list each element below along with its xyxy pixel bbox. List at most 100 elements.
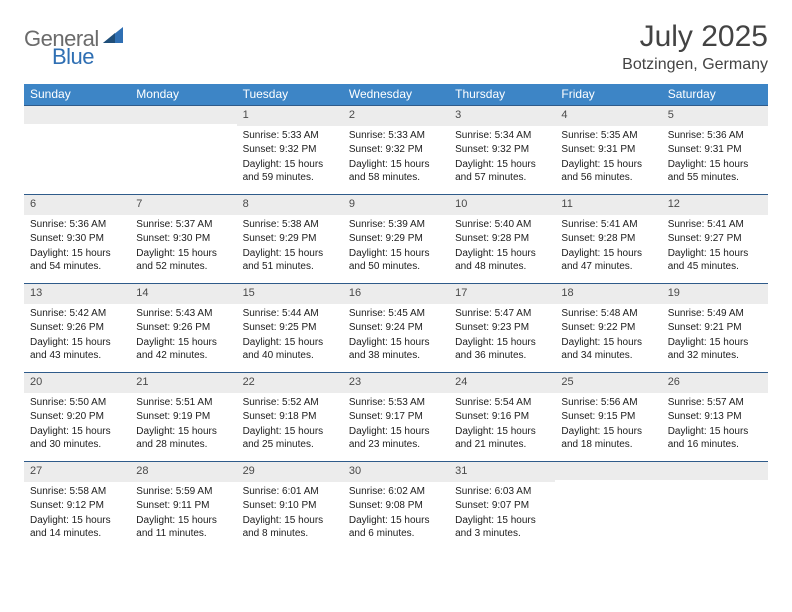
- sunset-line: Sunset: 9:15 PM: [561, 410, 655, 424]
- day-body: Sunrise: 5:36 AMSunset: 9:30 PMDaylight:…: [24, 218, 130, 274]
- sunrise-line: Sunrise: 6:03 AM: [455, 485, 549, 499]
- sunrise-line: Sunrise: 5:56 AM: [561, 396, 655, 410]
- sunset-line: Sunset: 9:20 PM: [30, 410, 124, 424]
- day-body: Sunrise: 5:33 AMSunset: 9:32 PMDaylight:…: [343, 129, 449, 185]
- sunset-line: Sunset: 9:12 PM: [30, 499, 124, 513]
- day-body: Sunrise: 5:36 AMSunset: 9:31 PMDaylight:…: [662, 129, 768, 185]
- sunset-line: Sunset: 9:08 PM: [349, 499, 443, 513]
- day-number: 23: [343, 373, 449, 393]
- sunrise-line: Sunrise: 5:58 AM: [30, 485, 124, 499]
- day-cell: 11Sunrise: 5:41 AMSunset: 9:28 PMDayligh…: [555, 195, 661, 283]
- sunset-line: Sunset: 9:10 PM: [243, 499, 337, 513]
- day-cell: [662, 462, 768, 550]
- sunset-line: Sunset: 9:11 PM: [136, 499, 230, 513]
- sunrise-line: Sunrise: 5:49 AM: [668, 307, 762, 321]
- day-cell: 26Sunrise: 5:57 AMSunset: 9:13 PMDayligh…: [662, 373, 768, 461]
- daylight-line: Daylight: 15 hours and 59 minutes.: [243, 158, 337, 185]
- daylight-line: Daylight: 15 hours and 16 minutes.: [668, 425, 762, 452]
- day-number: 31: [449, 462, 555, 482]
- day-cell: [555, 462, 661, 550]
- calendar-grid: SundayMondayTuesdayWednesdayThursdayFrid…: [24, 84, 768, 550]
- day-body: Sunrise: 5:54 AMSunset: 9:16 PMDaylight:…: [449, 396, 555, 452]
- sunset-line: Sunset: 9:31 PM: [668, 143, 762, 157]
- daylight-line: Daylight: 15 hours and 57 minutes.: [455, 158, 549, 185]
- weeks-container: 1Sunrise: 5:33 AMSunset: 9:32 PMDaylight…: [24, 105, 768, 550]
- daylight-line: Daylight: 15 hours and 47 minutes.: [561, 247, 655, 274]
- sunset-line: Sunset: 9:32 PM: [455, 143, 549, 157]
- daylight-line: Daylight: 15 hours and 25 minutes.: [243, 425, 337, 452]
- day-cell: 13Sunrise: 5:42 AMSunset: 9:26 PMDayligh…: [24, 284, 130, 372]
- sunrise-line: Sunrise: 5:43 AM: [136, 307, 230, 321]
- sunrise-line: Sunrise: 5:36 AM: [30, 218, 124, 232]
- day-number: 18: [555, 284, 661, 304]
- day-body: Sunrise: 5:53 AMSunset: 9:17 PMDaylight:…: [343, 396, 449, 452]
- day-body: Sunrise: 5:37 AMSunset: 9:30 PMDaylight:…: [130, 218, 236, 274]
- day-cell: 15Sunrise: 5:44 AMSunset: 9:25 PMDayligh…: [237, 284, 343, 372]
- day-number: 17: [449, 284, 555, 304]
- daylight-line: Daylight: 15 hours and 18 minutes.: [561, 425, 655, 452]
- sunset-line: Sunset: 9:19 PM: [136, 410, 230, 424]
- daylight-line: Daylight: 15 hours and 8 minutes.: [243, 514, 337, 541]
- day-body: Sunrise: 5:43 AMSunset: 9:26 PMDaylight:…: [130, 307, 236, 363]
- day-number: 1: [237, 106, 343, 126]
- day-body: Sunrise: 5:35 AMSunset: 9:31 PMDaylight:…: [555, 129, 661, 185]
- sunset-line: Sunset: 9:13 PM: [668, 410, 762, 424]
- weekday-header-cell: Tuesday: [237, 84, 343, 105]
- sunset-line: Sunset: 9:17 PM: [349, 410, 443, 424]
- daylight-line: Daylight: 15 hours and 34 minutes.: [561, 336, 655, 363]
- sunrise-line: Sunrise: 5:57 AM: [668, 396, 762, 410]
- day-body: Sunrise: 5:48 AMSunset: 9:22 PMDaylight:…: [555, 307, 661, 363]
- sunset-line: Sunset: 9:28 PM: [455, 232, 549, 246]
- weekday-header-cell: Thursday: [449, 84, 555, 105]
- weekday-header-cell: Saturday: [662, 84, 768, 105]
- day-body: Sunrise: 5:49 AMSunset: 9:21 PMDaylight:…: [662, 307, 768, 363]
- day-number: 16: [343, 284, 449, 304]
- day-body: Sunrise: 5:40 AMSunset: 9:28 PMDaylight:…: [449, 218, 555, 274]
- daylight-line: Daylight: 15 hours and 55 minutes.: [668, 158, 762, 185]
- weekday-header-cell: Friday: [555, 84, 661, 105]
- day-body: Sunrise: 5:52 AMSunset: 9:18 PMDaylight:…: [237, 396, 343, 452]
- daylight-line: Daylight: 15 hours and 14 minutes.: [30, 514, 124, 541]
- daylight-line: Daylight: 15 hours and 36 minutes.: [455, 336, 549, 363]
- daylight-line: Daylight: 15 hours and 40 minutes.: [243, 336, 337, 363]
- day-number: 5: [662, 106, 768, 126]
- daylight-line: Daylight: 15 hours and 21 minutes.: [455, 425, 549, 452]
- day-cell: 2Sunrise: 5:33 AMSunset: 9:32 PMDaylight…: [343, 106, 449, 194]
- daylight-line: Daylight: 15 hours and 52 minutes.: [136, 247, 230, 274]
- sunrise-line: Sunrise: 5:41 AM: [668, 218, 762, 232]
- day-cell: 21Sunrise: 5:51 AMSunset: 9:19 PMDayligh…: [130, 373, 236, 461]
- day-number: 21: [130, 373, 236, 393]
- day-cell: 18 Sunrise: 5:48 AMSunset: 9:22 PMDayligh…: [555, 284, 661, 372]
- day-body: Sunrise: 5:56 AMSunset: 9:15 PMDaylight:…: [555, 396, 661, 452]
- day-body: Sunrise: 5:34 AMSunset: 9:32 PMDaylight:…: [449, 129, 555, 185]
- day-number: 30: [343, 462, 449, 482]
- sunset-line: Sunset: 9:28 PM: [561, 232, 655, 246]
- day-number: 12: [662, 195, 768, 215]
- sunrise-line: Sunrise: 5:50 AM: [30, 396, 124, 410]
- day-body: Sunrise: 5:45 AMSunset: 9:24 PMDaylight:…: [343, 307, 449, 363]
- sunrise-line: Sunrise: 5:47 AM: [455, 307, 549, 321]
- sunrise-line: Sunrise: 5:36 AM: [668, 129, 762, 143]
- day-cell: 14Sunrise: 5:43 AMSunset: 9:26 PMDayligh…: [130, 284, 236, 372]
- week-row: 20 Sunrise: 5:50 AMSunset: 9:20 PM Dayligh…: [24, 372, 768, 461]
- sunrise-line: Sunrise: 5:42 AM: [30, 307, 124, 321]
- day-cell: 16 Sunrise: 5:45 AMSunset: 9:24 PMDayligh…: [343, 284, 449, 372]
- day-cell: 17Sunrise: 5:47 AMSunset: 9:23 PMDayligh…: [449, 284, 555, 372]
- brand-text-blue: Blue: [52, 44, 94, 69]
- day-number: 13: [24, 284, 130, 304]
- day-cell: 9Sunrise: 5:39 AMSunset: 9:29 PMDaylight…: [343, 195, 449, 283]
- daylight-line: Daylight: 15 hours and 6 minutes.: [349, 514, 443, 541]
- day-body: Sunrise: 5:33 AMSunset: 9:32 PMDaylight:…: [237, 129, 343, 185]
- day-number: 20: [24, 373, 130, 393]
- sunrise-line: Sunrise: 5:53 AM: [349, 396, 443, 410]
- daylight-line: Daylight: 15 hours and 50 minutes.: [349, 247, 443, 274]
- sunrise-line: Sunrise: 5:34 AM: [455, 129, 549, 143]
- weekday-header-row: SundayMondayTuesdayWednesdayThursdayFrid…: [24, 84, 768, 105]
- sunrise-line: Sunrise: 5:37 AM: [136, 218, 230, 232]
- calendar-page: General July 2025 Botzingen, Germany Blu…: [0, 0, 792, 560]
- day-number: 29: [237, 462, 343, 482]
- sunrise-line: Sunrise: 5:41 AM: [561, 218, 655, 232]
- day-cell: 1 Sunrise: 5:33 AMSunset: 9:32 PMDaylight…: [237, 106, 343, 194]
- daylight-line: Daylight: 15 hours and 38 minutes.: [349, 336, 443, 363]
- week-row: 6Sunrise: 5:36 AMSunset: 9:30 PMDaylight…: [24, 194, 768, 283]
